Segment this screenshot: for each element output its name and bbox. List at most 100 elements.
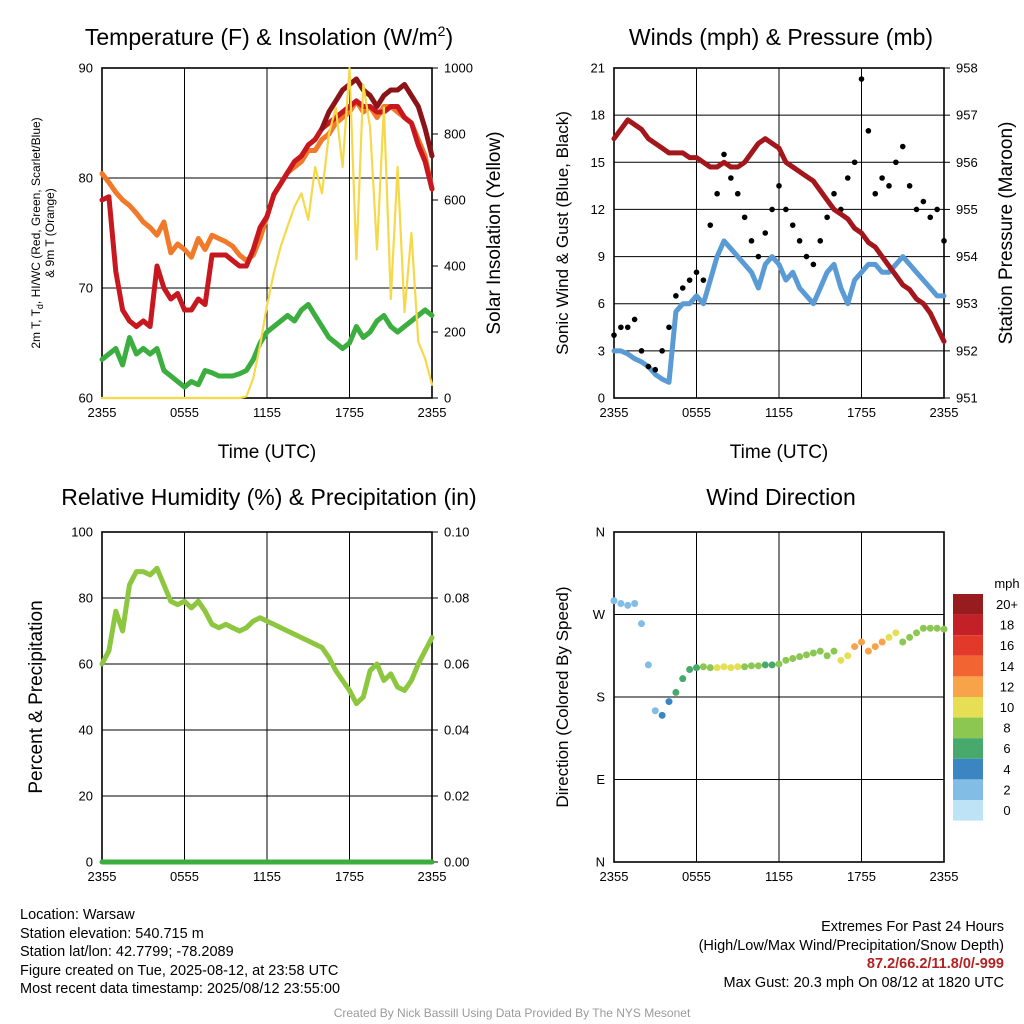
direction-point [789,655,797,662]
gust-point [934,206,940,213]
series-line [99,98,435,329]
direction-point [679,675,687,683]
gust-point [879,175,885,181]
series-line [99,302,435,390]
gust-point [762,230,769,236]
gust-point [913,206,920,213]
gust-point [899,143,906,150]
y-tick-label: N [596,525,605,540]
legend-swatch [953,758,983,780]
y-axis-label-line2: & 9m T (Orange) [43,188,57,278]
extremes-values: 87.2/66.2/11.8/0/-999 [866,956,1004,972]
gust-point [906,183,913,189]
right-y-tick-label: 957 [956,108,978,123]
legend-label: 18 [1000,618,1014,633]
gust-point [700,277,707,283]
series-line [319,76,435,159]
x-tick-label: 2355 [88,405,117,420]
direction-point [720,663,728,671]
timestamp-text: Most recent data timestamp: 2025/08/12 2… [20,981,341,997]
y-tick-label: 70 [79,281,93,296]
direction-point [665,698,673,706]
legend-swatch [953,635,983,656]
x-tick-label: 1755 [335,405,364,420]
legend-label: 12 [1000,679,1014,694]
x-tick-label: 2355 [418,405,447,420]
gust-point [776,183,782,189]
gust-point [927,214,934,221]
y-tick-label: N [596,855,605,870]
y-tick-label: 12 [591,202,605,217]
direction-point [734,663,742,671]
right-y-axis-label: Solar Insolation (Yellow) [484,131,505,334]
elevation-text: Station elevation: 540.715 m [20,925,204,942]
legend-swatch [953,717,983,739]
series-line [100,66,434,400]
direction-point [885,633,893,641]
gust-point [631,316,638,323]
latlon-text: Station lat/lon: 42.7799; -78.2089 [20,944,234,960]
x-tick-label: 2355 [418,869,447,884]
gust-point [796,238,803,244]
legend-swatch [953,614,983,636]
gust-point [803,253,810,260]
y-tick-label: 18 [591,108,605,123]
gust-point [858,76,865,82]
y-tick-label: 6 [598,296,605,311]
x-tick-label: 2355 [600,869,629,884]
gust-point [755,253,762,260]
x-tick-label: 0555 [170,869,199,884]
gust-point [769,206,775,213]
y-tick-label: 90 [79,61,93,76]
x-tick-label: 0555 [170,405,199,420]
gust-point [693,269,700,276]
series-line [611,117,947,344]
y-tick-label: 0 [86,855,93,870]
gust-point [741,214,748,221]
gust-point [714,190,720,197]
direction-point [816,647,824,655]
gust-point [666,324,672,331]
y-tick-label: 80 [79,171,93,186]
temperature-panel: 2355 0555 1155 1755 235560708090020040060080… [29,23,505,463]
direction-point [892,629,900,637]
direction-point [624,601,632,609]
y-tick-label: 21 [591,61,605,76]
direction-point [672,688,680,696]
x-axis-label: Time (UTC) [218,442,317,463]
direction-point [727,664,735,672]
y-axis-label: 2m T, Td, HI/WC (Red, Green, Scarlet/Blu… [29,117,45,348]
x-tick-label: 1755 [847,405,876,420]
direction-point [741,663,749,671]
x-tick-label: 1155 [765,869,793,884]
extremes-description: (High/Low/Max Wind/Precipitation/Snow De… [698,937,1004,954]
direction-point [658,711,666,719]
y-tick-label: 9 [598,249,605,264]
plot-frame [613,531,945,863]
right-y-axis-label: Station Pressure (Maroon) [996,122,1017,345]
direction-point [768,661,776,669]
gust-point [652,366,659,373]
direction-point [754,662,762,670]
y-axis-label: Sonic Wind & Gust (Blue, Black) [553,111,572,355]
direction-point [837,656,845,664]
gust-point [734,190,741,197]
direction-point [617,600,625,607]
direction-point [651,707,659,715]
x-axis-label: Time (UTC) [730,442,829,463]
legend-swatch [953,800,983,821]
x-tick-label: 1155 [765,405,793,420]
legend-label: 0 [1003,803,1010,818]
y-tick-label: 20 [79,789,93,804]
direction-point [713,664,721,672]
gust-point [824,214,830,221]
plot-frame [613,67,945,399]
gust-point [844,175,851,181]
x-tick-label: 2355 [930,869,959,884]
right-y-tick-label: 0.04 [444,723,469,738]
direction-point [858,638,865,646]
gust-point [624,324,631,331]
direction-point [638,620,645,628]
direction-point [899,638,907,646]
direction-point [940,625,948,633]
